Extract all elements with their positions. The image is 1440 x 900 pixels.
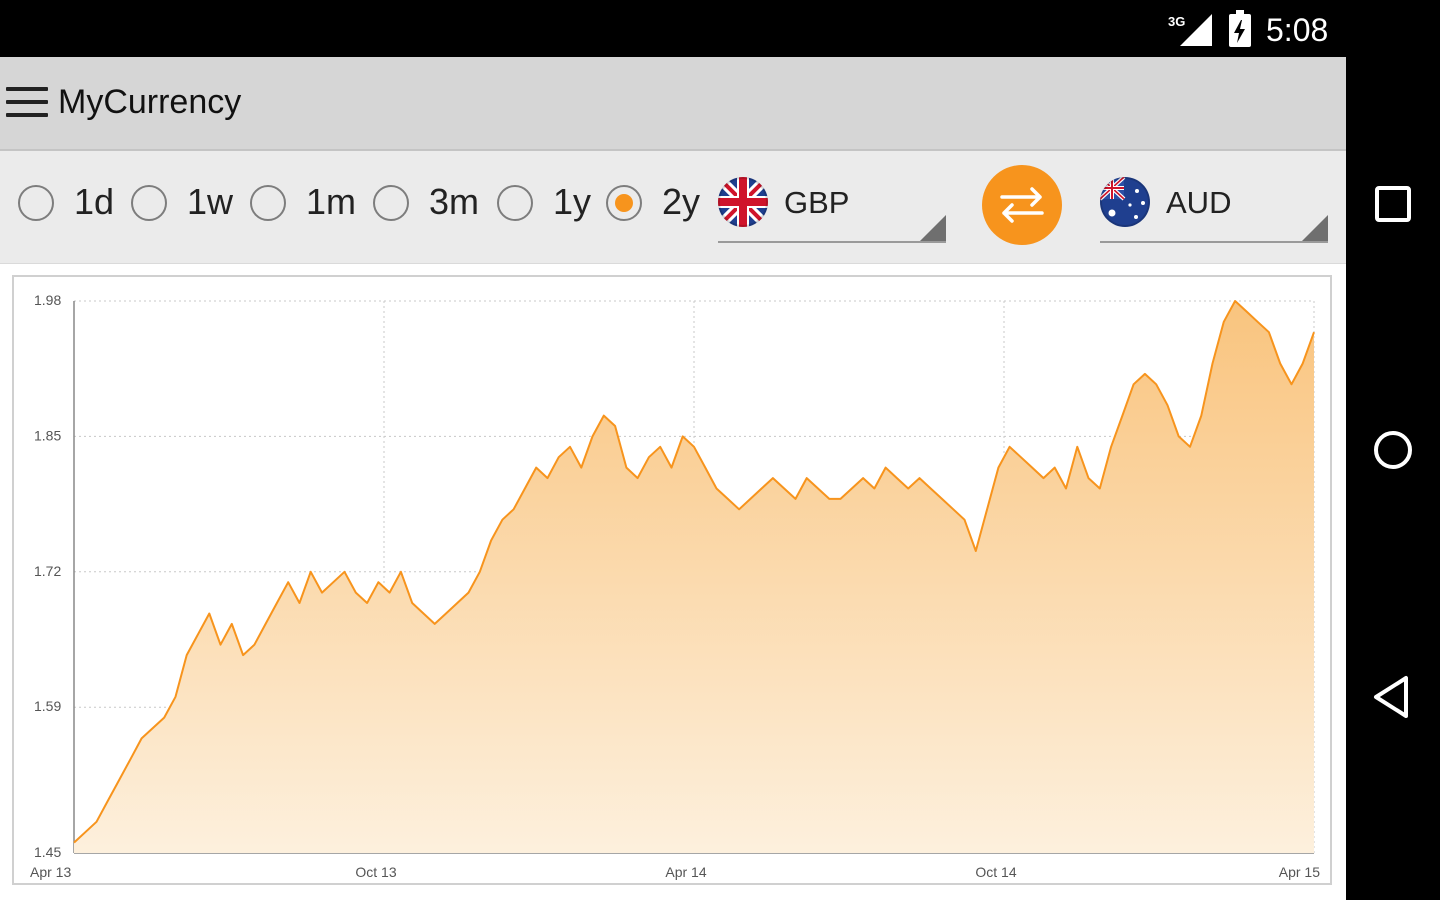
radio-circle[interactable] xyxy=(373,185,409,221)
hamburger-menu-icon[interactable] xyxy=(6,87,48,119)
radio-circle[interactable] xyxy=(131,185,167,221)
y-tick-label: 1.85 xyxy=(34,427,61,443)
app-toolbar: MyCurrency xyxy=(0,57,1346,151)
back-icon[interactable] xyxy=(1368,672,1418,722)
system-nav-bar xyxy=(1346,57,1440,900)
swap-currencies-button[interactable] xyxy=(982,165,1062,245)
rate-chart: 1.98 1.85 1.72 1.59 1.45 Apr 13 Oct 13 Apr 14 Oc… xyxy=(12,275,1332,885)
uk-flag-icon xyxy=(718,177,768,227)
dropdown-corner-icon xyxy=(1302,215,1328,241)
cell-signal-icon: 3G xyxy=(1168,14,1212,46)
select-underline xyxy=(718,241,946,243)
dropdown-corner-icon xyxy=(920,215,946,241)
radio-circle[interactable] xyxy=(606,185,642,221)
recent-apps-icon[interactable] xyxy=(1368,179,1418,229)
x-tick-label: Apr 15 xyxy=(1279,864,1320,880)
status-bar: 3G 5:08 xyxy=(0,0,1440,57)
series-area xyxy=(74,301,1314,853)
y-tick-label: 1.72 xyxy=(34,563,61,579)
app-title: MyCurrency xyxy=(58,83,242,121)
australia-flag-icon xyxy=(1100,177,1150,227)
radio-circle[interactable] xyxy=(250,185,286,221)
x-tick-label: Apr 14 xyxy=(665,864,706,880)
radio-circle[interactable] xyxy=(18,185,54,221)
period-label: 1d xyxy=(74,181,115,222)
battery-charging-icon xyxy=(1229,10,1251,47)
from-currency-code: GBP xyxy=(784,185,850,220)
period-label: 1w xyxy=(187,181,234,222)
x-tick-label: Oct 14 xyxy=(975,864,1016,880)
y-tick-label: 1.45 xyxy=(34,844,61,860)
from-currency-select[interactable]: GBP xyxy=(718,173,946,243)
period-label: 1y xyxy=(553,181,592,222)
x-tick-label: Oct 13 xyxy=(355,864,396,880)
y-tick-label: 1.59 xyxy=(34,698,61,714)
swap-arrows-icon xyxy=(1000,187,1044,223)
x-tick-label: Apr 13 xyxy=(30,864,71,880)
svg-text:3G: 3G xyxy=(1168,14,1185,29)
to-currency-code: AUD xyxy=(1166,185,1232,220)
rate-chart-svg: 1.98 1.85 1.72 1.59 1.45 Apr 13 Oct 13 Apr 14 Oc… xyxy=(30,292,1320,880)
period-label: 2y xyxy=(662,181,701,222)
home-icon[interactable] xyxy=(1368,425,1418,475)
select-underline xyxy=(1100,241,1328,243)
period-label: 1m xyxy=(306,181,357,222)
to-currency-select[interactable]: AUD xyxy=(1100,173,1328,243)
period-label: 3m xyxy=(429,181,480,222)
series-line xyxy=(73,300,1315,844)
radio-circle[interactable] xyxy=(497,185,533,221)
app-window: MyCurrency 1d 1w 1m 3m 1y 2y xyxy=(0,57,1346,900)
status-clock: 5:08 xyxy=(1266,12,1329,48)
y-tick-label: 1.98 xyxy=(34,292,61,308)
controls-bar: 1d 1w 1m 3m 1y 2y xyxy=(0,151,1346,264)
